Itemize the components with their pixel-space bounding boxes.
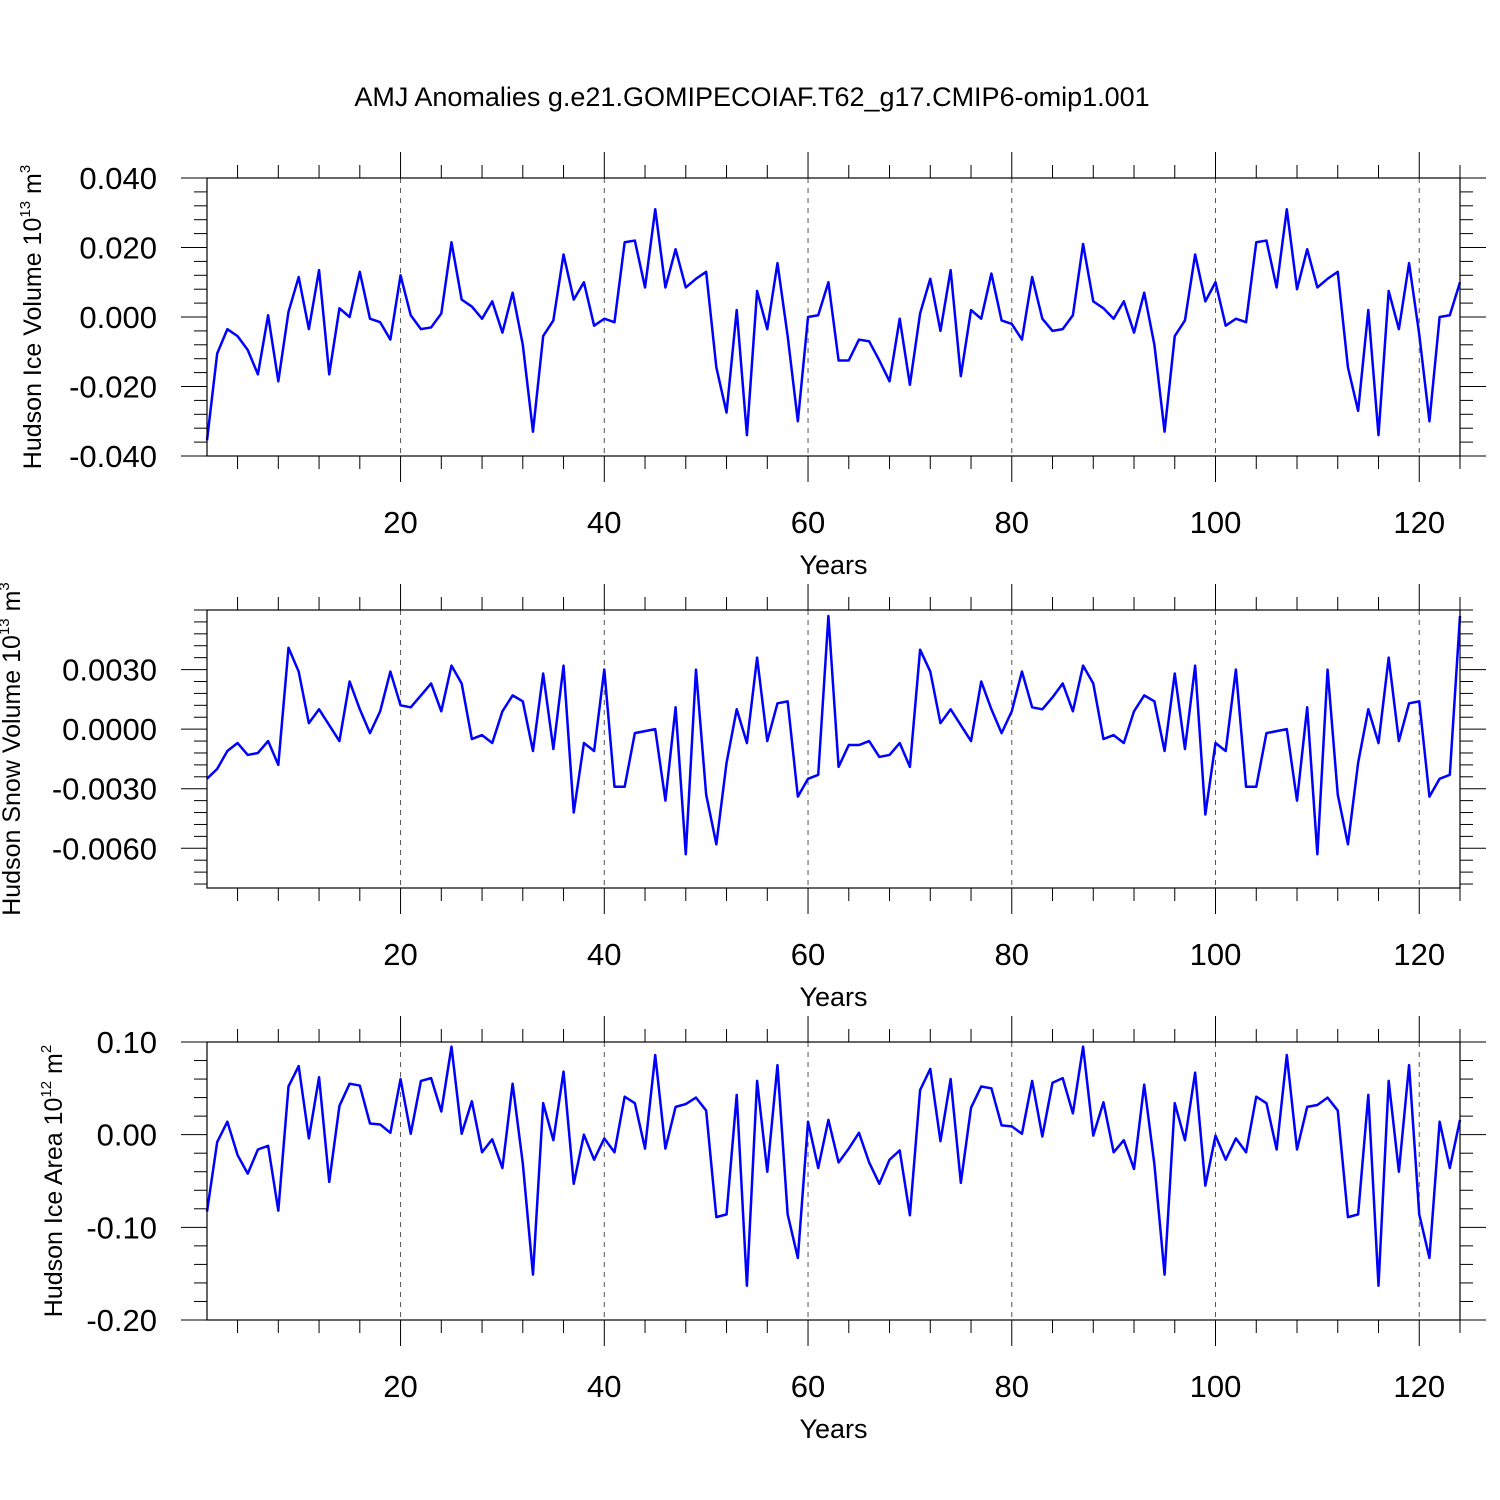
y-tick-label: -0.20 bbox=[86, 1303, 157, 1338]
x-tick-label: 20 bbox=[383, 1369, 417, 1404]
y-tick-label: -0.0060 bbox=[52, 831, 157, 866]
x-tick-label: 20 bbox=[383, 937, 417, 972]
ice-volume-series-line bbox=[205, 208, 1462, 441]
x-axis-title: Years bbox=[799, 550, 867, 580]
y-tick-label: 0.0030 bbox=[62, 653, 157, 688]
y-tick-label: -0.0030 bbox=[52, 772, 157, 807]
y-tick-labels: -0.20 -0.10 0.00 0.10 bbox=[86, 1025, 157, 1338]
x-tick-label: 120 bbox=[1393, 1369, 1445, 1404]
y-axis-title-unit: m bbox=[40, 1053, 68, 1081]
plot-frame bbox=[206, 1041, 1461, 1321]
x-tick-label: 120 bbox=[1393, 505, 1445, 540]
x-tick-labels: 20 40 60 80 100 120 bbox=[383, 505, 1445, 540]
plot-frame bbox=[206, 177, 1461, 457]
x-axis-title: Years bbox=[799, 1414, 867, 1444]
x-tick-label: 20 bbox=[383, 505, 417, 540]
grid-lines bbox=[400, 178, 1420, 456]
chart-title: AMJ Anomalies g.e21.GOMIPECOIAF.T62_g17.… bbox=[354, 82, 1149, 112]
x-tick-label: 40 bbox=[587, 1369, 621, 1404]
y-tick-labels: -0.0060 -0.0030 0.0000 0.0030 bbox=[52, 653, 157, 867]
x-tick-label: 100 bbox=[1190, 505, 1242, 540]
ice-area-series-line bbox=[205, 1045, 1462, 1287]
y-tick-label: -0.10 bbox=[86, 1210, 157, 1245]
x-axis-title: Years bbox=[799, 982, 867, 1012]
y-tick-label: 0.0000 bbox=[62, 712, 157, 747]
y-axis-title-unit: m bbox=[0, 591, 26, 619]
grid-lines bbox=[400, 1042, 1420, 1320]
plot-frame bbox=[206, 609, 1461, 889]
x-tick-label: 40 bbox=[587, 505, 621, 540]
x-tick-label: 120 bbox=[1393, 937, 1445, 972]
y-axis-title: Hudson Ice Area 1012 m2 bbox=[38, 1045, 68, 1317]
panel-ice-volume: -0.040 -0.020 0.000 0.020 0.040 20 40 60 80 100 1… bbox=[17, 152, 1486, 580]
axis-ticks bbox=[181, 584, 1486, 914]
y-axis-title: Hudson Ice Volume 1013 m3 bbox=[17, 165, 47, 469]
y-axis-title-unit-power: 3 bbox=[17, 165, 34, 173]
x-tick-labels: 20 40 60 80 100 120 bbox=[383, 937, 1445, 972]
x-tick-label: 100 bbox=[1190, 937, 1242, 972]
x-tick-label: 60 bbox=[791, 1369, 825, 1404]
y-axis-title-main: Hudson Snow Volume 10 bbox=[0, 635, 26, 916]
y-tick-label: 0.020 bbox=[79, 231, 157, 266]
y-tick-label: 0.00 bbox=[97, 1118, 157, 1153]
x-tick-label: 40 bbox=[587, 937, 621, 972]
y-axis-title-unit-power: 3 bbox=[0, 582, 13, 590]
y-axis-title-unit-power: 2 bbox=[38, 1045, 55, 1053]
axis-ticks bbox=[181, 152, 1486, 482]
y-tick-label: 0.040 bbox=[79, 161, 157, 196]
panel-ice-area: -0.20-0.100.000.10 20 40 60 80 100 120 Years … bbox=[38, 1016, 1486, 1444]
x-tick-label: 80 bbox=[995, 937, 1029, 972]
y-tick-labels: -0.040 -0.020 0.000 0.020 0.040 bbox=[69, 161, 157, 474]
y-axis-title-exponent: 13 bbox=[0, 618, 13, 635]
y-tick-label: -0.020 bbox=[69, 370, 157, 405]
y-tick-label: 0.10 bbox=[97, 1025, 157, 1060]
x-tick-label: 80 bbox=[995, 505, 1029, 540]
x-tick-label: 60 bbox=[791, 937, 825, 972]
snow-volume-series-line bbox=[206, 614, 1462, 856]
y-tick-label: -0.040 bbox=[69, 439, 157, 474]
y-tick-label: 0.000 bbox=[79, 300, 157, 335]
y-axis-title: Hudson Snow Volume 1013 m3 bbox=[0, 582, 26, 916]
y-axis-title-main: Hudson Ice Volume 10 bbox=[19, 218, 47, 470]
axis-ticks bbox=[181, 1016, 1486, 1346]
panel-snow-volume: -0.0060 -0.0030 0.0000 0.0030 20 40 60 80 100 12… bbox=[0, 582, 1486, 1012]
x-tick-labels: 20 40 60 80 100 120 bbox=[383, 1369, 1445, 1404]
y-axis-title-exponent: 13 bbox=[17, 201, 34, 218]
y-axis-title-main: Hudson Ice Area 10 bbox=[40, 1098, 68, 1318]
x-tick-label: 100 bbox=[1190, 1369, 1242, 1404]
grid-lines bbox=[400, 610, 1420, 888]
y-axis-title-exponent: 12 bbox=[38, 1081, 55, 1098]
x-tick-label: 80 bbox=[995, 1369, 1029, 1404]
y-axis-title-unit: m bbox=[19, 173, 47, 201]
x-tick-label: 60 bbox=[791, 505, 825, 540]
